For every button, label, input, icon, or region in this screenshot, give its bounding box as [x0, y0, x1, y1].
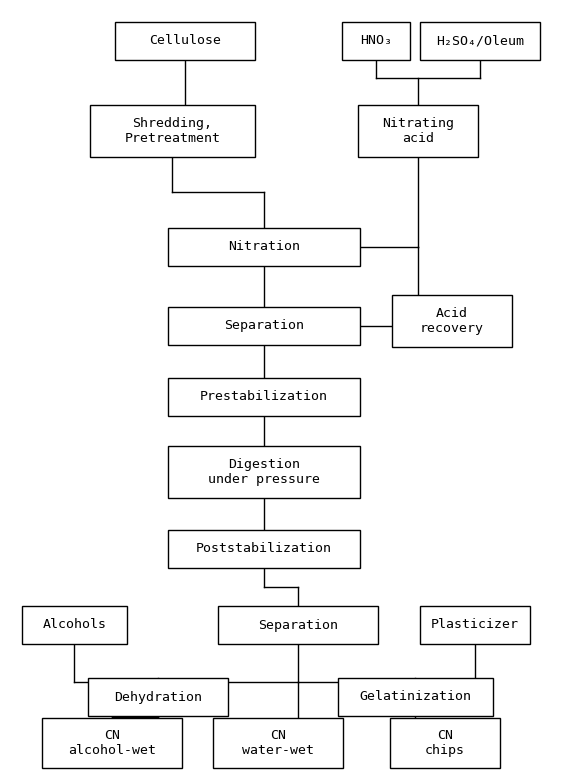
Text: Prestabilization: Prestabilization	[200, 391, 328, 404]
Bar	[168, 228, 360, 266]
Bar	[88, 678, 228, 716]
Text: Separation: Separation	[258, 618, 338, 632]
Bar	[22, 606, 127, 644]
Bar	[218, 606, 378, 644]
Text: Nitrating
acid: Nitrating acid	[382, 117, 454, 145]
Text: Acid
recovery: Acid recovery	[420, 307, 484, 335]
Bar	[390, 718, 500, 768]
Text: Cellulose: Cellulose	[149, 35, 221, 47]
Text: Alcohols: Alcohols	[43, 618, 107, 632]
Bar	[213, 718, 343, 768]
Bar	[338, 678, 493, 716]
Bar	[420, 22, 540, 60]
Text: Poststabilization: Poststabilization	[196, 542, 332, 556]
Text: Gelatinization: Gelatinization	[360, 691, 471, 704]
Text: Separation: Separation	[224, 319, 304, 332]
Bar	[168, 378, 360, 416]
Bar	[420, 606, 530, 644]
Bar	[168, 307, 360, 345]
Text: CN
alcohol-wet: CN alcohol-wet	[68, 729, 156, 757]
Text: HNO₃: HNO₃	[360, 35, 392, 47]
Text: Nitration: Nitration	[228, 240, 300, 253]
Bar	[90, 105, 255, 157]
Bar	[392, 295, 512, 347]
Text: CN
water-wet: CN water-wet	[242, 729, 314, 757]
Bar	[168, 530, 360, 568]
Text: Shredding,
Pretreatment: Shredding, Pretreatment	[125, 117, 220, 145]
Bar	[342, 22, 410, 60]
Text: CN
chips: CN chips	[425, 729, 465, 757]
Text: Plasticizer: Plasticizer	[431, 618, 519, 632]
Text: Dehydration: Dehydration	[114, 691, 202, 704]
Bar	[168, 446, 360, 498]
Bar	[42, 718, 182, 768]
Text: Digestion
under pressure: Digestion under pressure	[208, 458, 320, 486]
Bar	[115, 22, 255, 60]
Bar	[358, 105, 478, 157]
Text: H₂SO₄/Oleum: H₂SO₄/Oleum	[436, 35, 524, 47]
